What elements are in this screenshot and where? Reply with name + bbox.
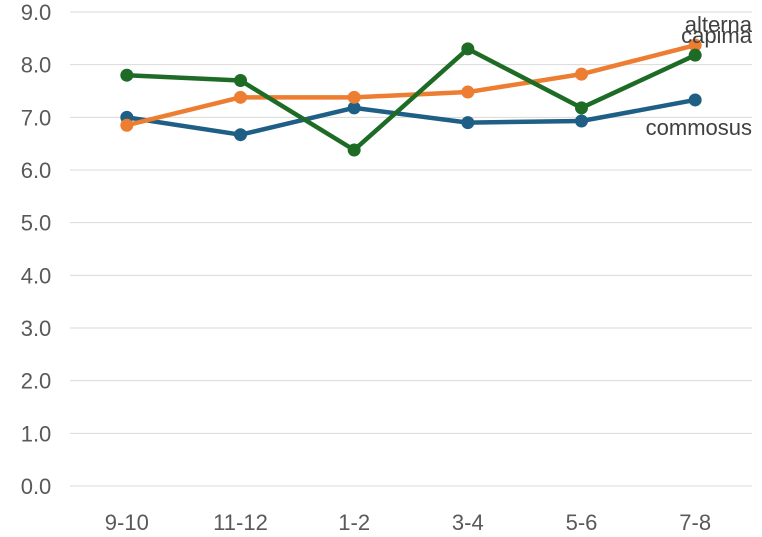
data-point-capima (120, 68, 134, 82)
series-label-capima: capima (681, 23, 753, 48)
x-tick-label: 3-4 (452, 510, 484, 535)
data-point-commosus (234, 128, 247, 142)
data-point-alterna (575, 67, 588, 81)
y-tick-label: 9.0 (21, 0, 52, 25)
data-point-alterna (461, 85, 475, 99)
data-point-capima (347, 143, 361, 157)
x-tick-label: 7-8 (679, 510, 711, 535)
series-alterna (120, 38, 702, 132)
x-axis-tick-labels: 9-10 11-12 1-2 3-4 5-6 7-8 (105, 510, 711, 535)
data-point-alterna (347, 90, 361, 104)
data-point-commosus (688, 93, 702, 107)
x-tick-label: 1-2 (338, 510, 370, 535)
y-tick-label: 3.0 (21, 316, 52, 341)
x-tick-label: 5-6 (566, 510, 598, 535)
data-point-alterna (120, 118, 134, 132)
x-tick-label: 11-12 (213, 510, 268, 535)
series-line-capima (124, 46, 698, 153)
series-line-alterna (124, 42, 698, 128)
data-point-capima (688, 48, 702, 62)
y-tick-label: 1.0 (21, 421, 52, 446)
series-group (120, 38, 702, 157)
x-tick-label: 9-10 (105, 510, 149, 535)
series-label-commosus: commosus (646, 115, 752, 140)
y-tick-label: 2.0 (21, 369, 52, 394)
series-label-alterna: alterna (685, 12, 753, 37)
y-tick-label: 0.0 (21, 474, 52, 499)
series-capima (120, 42, 702, 157)
gridlines (70, 11, 752, 487)
data-point-alterna (688, 38, 702, 52)
y-tick-label: 8.0 (21, 53, 52, 78)
y-tick-label: 6.0 (21, 158, 52, 183)
series-line-commosus (124, 97, 698, 137)
data-point-capima (234, 73, 247, 87)
y-tick-label: 7.0 (21, 105, 52, 130)
data-point-capima (575, 101, 588, 115)
data-point-commosus (347, 101, 361, 115)
data-point-commosus (575, 114, 588, 128)
y-axis-tick-labels: 0.0 1.0 2.0 3.0 4.0 5.0 6.0 7.0 8.0 9.0 (21, 0, 52, 499)
data-point-alterna (234, 90, 247, 104)
data-point-capima (461, 42, 475, 56)
y-tick-label: 5.0 (21, 211, 52, 236)
data-point-commosus (461, 116, 475, 130)
y-tick-label: 4.0 (21, 263, 52, 288)
